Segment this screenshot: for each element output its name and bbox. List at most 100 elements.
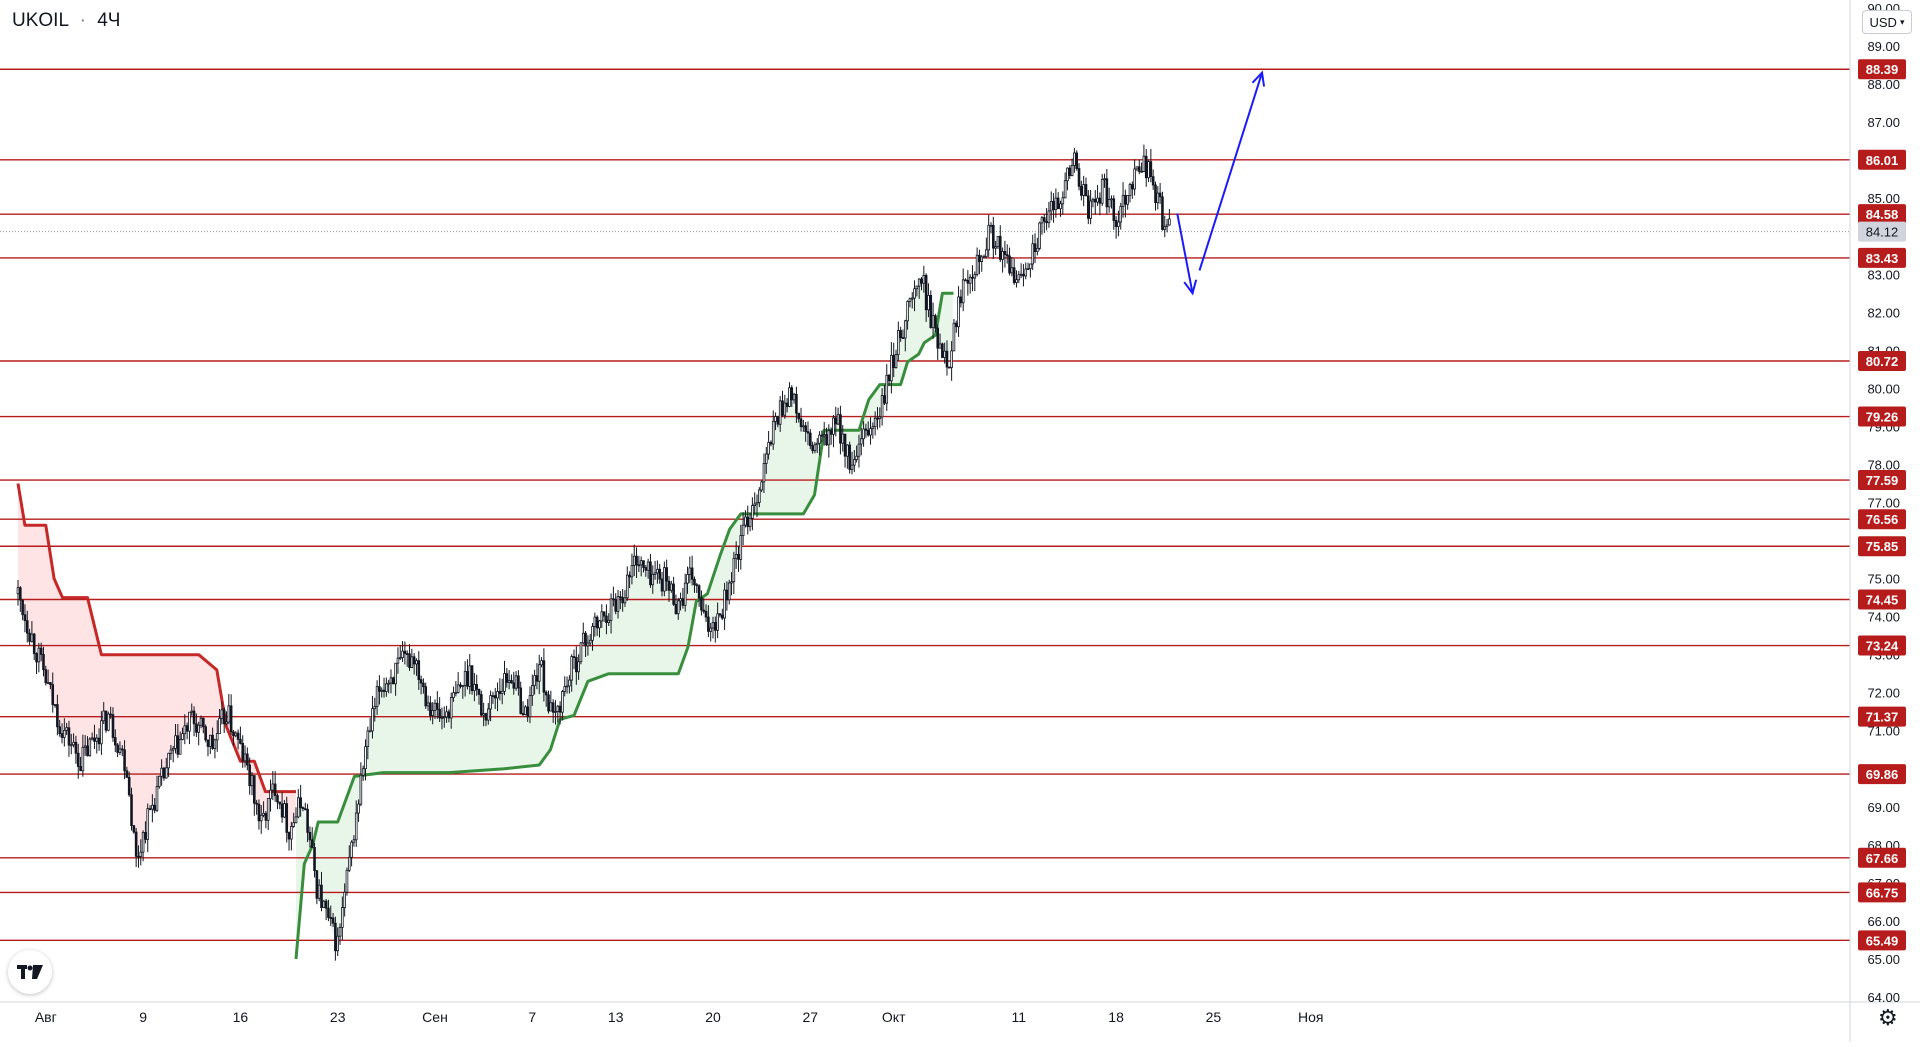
x-tick-label: Сен [422,1009,448,1025]
candle-body [470,665,474,692]
level-badge-label: 67.66 [1866,851,1899,866]
tradingview-logo-icon[interactable] [8,950,52,994]
candle-body [1124,194,1127,205]
candle-body [998,235,1002,260]
candle-body [424,686,428,707]
candle-body [255,802,258,805]
candle-body [802,425,805,428]
candle-body [663,567,666,592]
candle-body [1068,167,1072,176]
candle-body [306,808,309,833]
candle-body [695,584,699,587]
candle-body [531,685,534,696]
candle-body [1119,206,1123,223]
candle-body [572,656,576,658]
level-badge [1858,204,1906,225]
level-badge-label: 88.39 [1866,62,1899,77]
x-tick-label: Авг [35,1009,57,1025]
candle-body [954,322,958,328]
candle-body [222,709,226,725]
candle-body [1082,184,1085,196]
projection-arrowhead [1183,279,1198,296]
candle-body [164,767,168,779]
candle-body [1154,184,1157,204]
candle-body [408,653,411,668]
candle-body [948,366,951,369]
candle-body [42,654,45,671]
candle-body [248,764,251,787]
currency-dropdown[interactable]: USD ▾ [1862,10,1912,34]
candle-body [1040,217,1044,224]
level-badge-label: 84.58 [1866,207,1899,222]
level-badge [1858,706,1906,727]
candle-body [910,297,914,300]
candle-body [69,744,73,747]
candle-body [917,278,921,287]
candle-body [1093,198,1097,203]
candle-body [130,794,133,826]
y-tick-label: 69.00 [1867,800,1900,815]
level-badge-label: 77.59 [1866,473,1899,488]
candle-body [211,734,214,749]
candle-body [250,775,254,787]
candle-body [236,732,240,740]
candle-body [1015,279,1018,283]
candle-body [950,350,953,368]
candle-body [653,572,657,575]
y-tick-label: 77.00 [1867,496,1900,511]
candle-body [153,804,156,811]
candle-body [1144,155,1148,179]
candle-body [204,726,207,741]
candle-body [672,583,675,605]
x-tick-label: 20 [705,1009,721,1025]
candle-body [1059,203,1062,210]
candle-body [1168,218,1171,226]
candle-body [1112,198,1116,221]
candle-body [693,578,696,586]
currency-label: USD [1869,14,1897,30]
candle-body [1100,179,1104,204]
candle-body [480,694,483,716]
x-tick-label: 27 [803,1009,819,1025]
candle-body [649,561,652,586]
candle-body [181,733,184,740]
gear-icon[interactable]: ⚙ [1878,1006,1898,1031]
candle-body [190,710,194,713]
level-badge [1858,406,1906,427]
candle-body [25,620,29,634]
candle-body [915,285,919,290]
candle-body [493,695,497,699]
candle-body [141,832,145,853]
candle-body [243,753,247,762]
candle-body [929,294,933,329]
y-tick-label: 83.00 [1867,267,1900,282]
candle-body [107,713,110,731]
candle-body [718,613,722,616]
candle-body [903,320,907,339]
level-badge [1858,350,1906,371]
candle-body [253,775,256,804]
candle-body [561,691,564,713]
candle-body [127,776,131,796]
candle-body [737,554,740,560]
candle-body [670,583,673,591]
candle-body [866,429,870,436]
candle-body [442,716,446,719]
y-tick-label: 66.00 [1867,914,1900,929]
candle-body [512,682,516,689]
candle-body [297,797,300,818]
candle-body [440,717,444,719]
candle-body [308,831,312,841]
candle-body [651,573,655,586]
candle-body [686,574,689,584]
candle-body [702,609,706,612]
candle-body [676,600,680,615]
level-badge [1858,847,1906,868]
candle-body [776,416,780,425]
candle-body [489,695,492,710]
candle-body [137,855,140,858]
candle-body [429,702,432,716]
candle-body [690,567,694,580]
